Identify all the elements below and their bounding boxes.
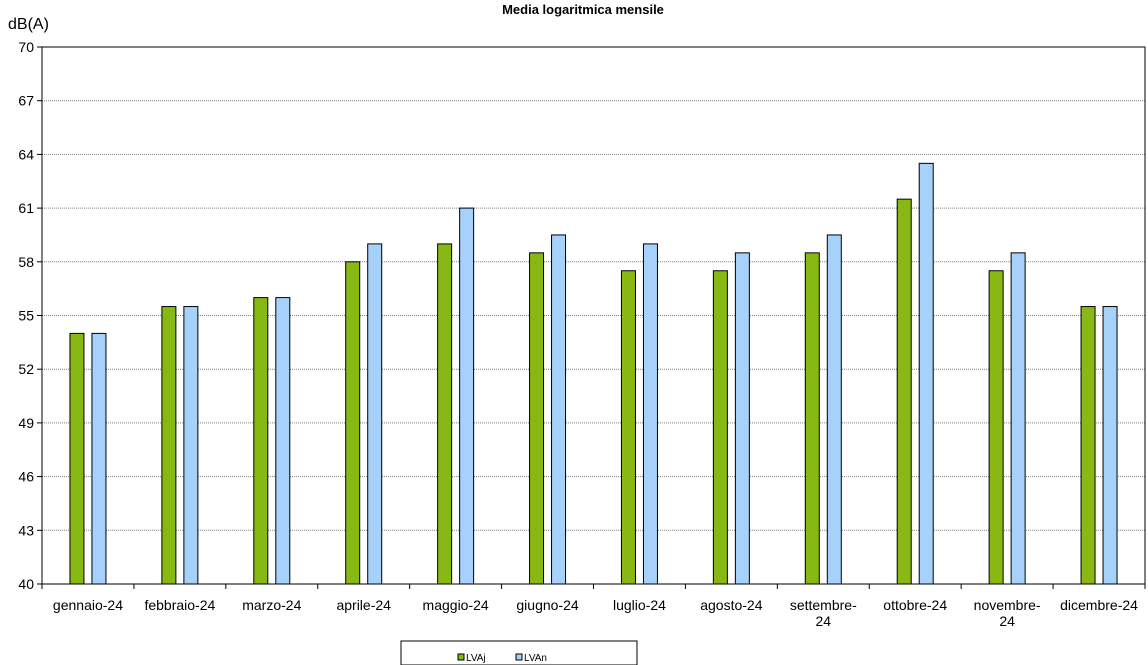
bar-LVAn-6 (642, 243, 658, 585)
bar-LVAn-3 (367, 243, 383, 585)
legend-box (400, 640, 638, 665)
bar-LVAj-9 (896, 198, 912, 585)
x-tick-label-1: febbraio-24 (144, 597, 215, 613)
x-tick-label-9: ottobre-24 (883, 597, 947, 613)
bar-LVAj-4 (437, 243, 453, 585)
bar-LVAn-9 (918, 162, 934, 585)
y-tick-label-10: 70 (18, 39, 34, 55)
y-tick-label-9: 67 (18, 93, 34, 109)
bar-LVAn-7 (734, 252, 750, 585)
y-tick-label-8: 64 (18, 146, 34, 162)
x-tick-label-10-1: 24 (999, 613, 1015, 629)
legend-swatch-LVAj (457, 653, 465, 661)
bar-LVAj-0 (69, 332, 85, 585)
bar-LVAn-2 (275, 297, 291, 585)
bar-LVAj-8 (804, 252, 820, 585)
plot-area (41, 46, 1146, 585)
x-tick-label-2: marzo-24 (242, 597, 301, 613)
x-tick-label-6: luglio-24 (613, 597, 666, 613)
y-tick-label-3: 49 (18, 415, 34, 431)
y-axis-label: dB(A) (8, 16, 49, 33)
y-tick-label-0: 40 (18, 576, 34, 592)
x-tick-label-0: gennaio-24 (53, 597, 123, 613)
x-axis-ticks: gennaio-24 febbraio-24 marzo-24 aprile-24 ma… (41, 584, 1146, 629)
y-tick-label-1: 43 (18, 522, 34, 538)
bar-LVAn-5 (551, 234, 567, 585)
x-tick-label-10-0: novembre- (974, 597, 1041, 613)
x-tick-label-7: agosto-24 (700, 597, 762, 613)
bar-LVAn-4 (459, 207, 475, 585)
bar-LVAj-1 (161, 306, 177, 585)
chart-title: Media logaritmica mensile (502, 2, 664, 17)
bar-LVAj-11 (1080, 306, 1096, 585)
bar-LVAj-2 (253, 297, 269, 585)
x-tick-label-5: giugno-24 (516, 597, 578, 613)
y-tick-label-5: 55 (18, 308, 34, 324)
gridlines (42, 100, 1145, 531)
y-axis-ticks: 40 43 46 49 52 55 58 61 64 67 70 (18, 39, 42, 592)
bar-LVAn-10 (1010, 252, 1026, 585)
legend-label-LVAj: LVAj (466, 653, 486, 664)
x-tick-label-8-1: 24 (816, 613, 832, 629)
legend: LVAj LVAn (400, 640, 638, 665)
bar-LVAn-0 (91, 332, 107, 585)
x-tick-label-3: aprile-24 (336, 597, 391, 613)
bar-LVAj-6 (620, 270, 636, 585)
y-tick-label-7: 61 (18, 200, 34, 216)
bars (69, 162, 1118, 585)
x-tick-label-8-0: settembre- (790, 597, 857, 613)
legend-swatch-LVAn (515, 653, 523, 661)
y-tick-label-6: 58 (18, 254, 34, 270)
y-tick-label-4: 52 (18, 361, 34, 377)
x-tick-label-4: maggio-24 (423, 597, 489, 613)
bar-LVAj-5 (529, 252, 545, 585)
bar-LVAj-3 (345, 261, 361, 585)
bar-LVAj-10 (988, 270, 1004, 585)
x-tick-label-11: dicembre-24 (1060, 597, 1138, 613)
bar-LVAn-1 (183, 306, 199, 585)
y-tick-label-2: 46 (18, 469, 34, 485)
bar-LVAj-7 (712, 270, 728, 585)
legend-label-LVAn: LVAn (524, 653, 547, 664)
bar-LVAn-11 (1102, 306, 1118, 585)
bar-LVAn-8 (826, 234, 842, 585)
